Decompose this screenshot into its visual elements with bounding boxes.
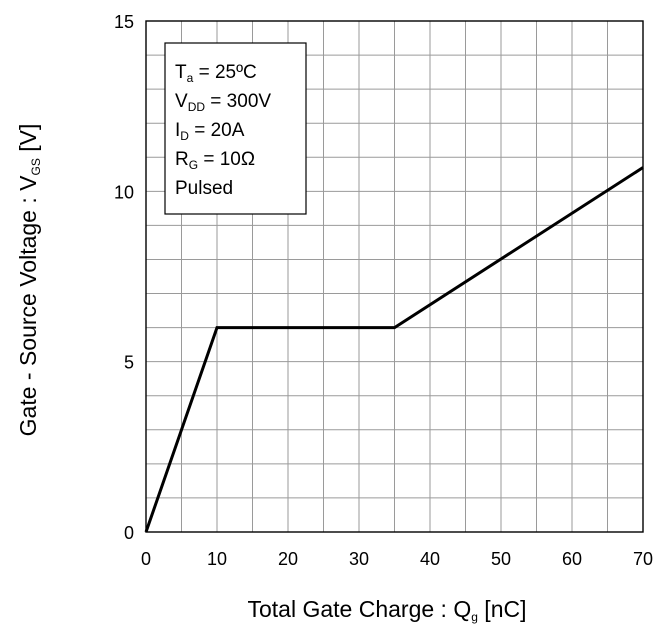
x-tick-labels: 0 10 20 30 40 50 60 70 bbox=[141, 549, 653, 569]
x-tick-label: 20 bbox=[278, 549, 298, 569]
x-tick-label: 0 bbox=[141, 549, 151, 569]
x-tick-label: 30 bbox=[349, 549, 369, 569]
vgs-curve bbox=[144, 166, 644, 533]
y-tick-labels: 0 5 10 15 bbox=[114, 12, 134, 543]
x-tick-label: 10 bbox=[207, 549, 227, 569]
x-tick-label: 50 bbox=[491, 549, 511, 569]
curve-layer bbox=[144, 166, 644, 533]
y-tick-label: 15 bbox=[114, 12, 134, 32]
legend-box bbox=[164, 42, 307, 215]
x-tick-label: 40 bbox=[420, 549, 440, 569]
plot-frame bbox=[145, 20, 644, 533]
x-tick-label: 70 bbox=[633, 549, 653, 569]
x-axis-title: Total Gate Charge : Qg [nC] bbox=[248, 596, 527, 624]
y-axis-title: Gate - Source Voltage : VGS [V] bbox=[15, 124, 43, 437]
conditions-legend: Ta = 25ºC VDD = 300V ID = 20A RG = 10Ω Pulse… bbox=[164, 42, 307, 215]
legend-condition: Pulsed bbox=[175, 178, 233, 199]
legend-condition: Ta = 25ºC bbox=[175, 62, 257, 85]
legend-condition: VDD = 300V bbox=[175, 91, 271, 114]
y-tick-label: 5 bbox=[124, 353, 134, 373]
y-tick-label: 0 bbox=[124, 523, 134, 543]
legend-lines: Ta = 25ºC VDD = 300V ID = 20A RG = 10Ω Pulse… bbox=[175, 62, 271, 199]
legend-condition: ID = 20A bbox=[175, 120, 245, 143]
y-tick-label: 10 bbox=[114, 182, 134, 202]
legend-condition: RG = 10Ω bbox=[175, 149, 255, 172]
x-tick-label: 60 bbox=[562, 549, 582, 569]
grid-layer bbox=[146, 21, 643, 532]
